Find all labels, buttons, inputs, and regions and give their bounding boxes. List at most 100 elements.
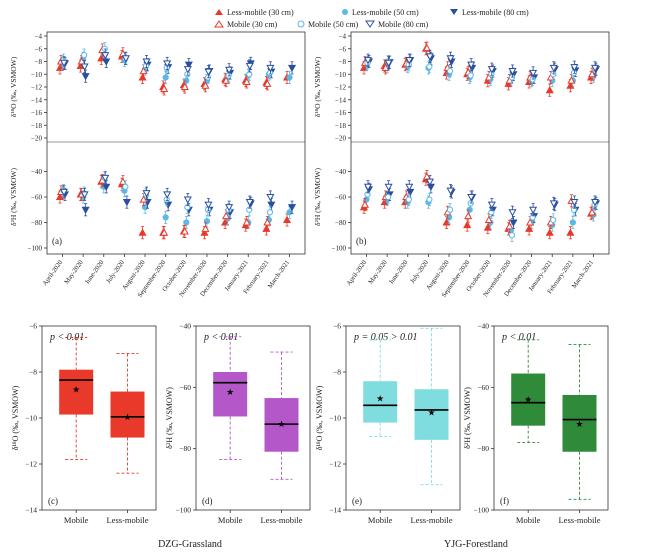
- box-iqr: [363, 381, 398, 423]
- data-point: [80, 191, 89, 199]
- y-axis-label: δ¹⁸O (‰, VSMOW): [11, 385, 20, 450]
- panel-label: (b): [356, 236, 367, 246]
- y-tick-label: −12: [329, 460, 341, 469]
- x-tick-label: Less-mobile: [260, 515, 302, 525]
- data-point: [138, 228, 147, 236]
- y-tick-label: −8: [29, 368, 37, 377]
- data-point: [263, 79, 272, 87]
- data-point: [384, 59, 393, 68]
- data-point: [162, 214, 169, 221]
- y-axis-label: δ²H (‰, VSMOW): [9, 168, 18, 226]
- data-point: [590, 64, 600, 73]
- x-tick-label: April-2020: [346, 259, 369, 288]
- x-tick-label: May-2020: [63, 259, 85, 286]
- y-tick-label: −100: [332, 245, 347, 253]
- p-value-annotation: p < 0.01: [203, 332, 238, 343]
- data-point: [426, 196, 433, 203]
- data-point: [183, 219, 190, 226]
- x-tick-label: Mobile: [516, 515, 541, 525]
- legend-marker-circle-open: [297, 20, 305, 28]
- data-point: [426, 183, 435, 192]
- data-point: [406, 188, 415, 197]
- data-point: [505, 222, 514, 230]
- mean-star-icon: ★: [123, 412, 131, 422]
- x-tick-label: March-2021: [267, 259, 291, 290]
- data-point: [422, 172, 431, 180]
- y-tick-label: −60: [335, 194, 346, 202]
- y-tick-label: −6: [35, 45, 43, 53]
- data-point: [81, 206, 90, 214]
- legend-label: Less-mobile (80 cm): [462, 8, 529, 17]
- box-iqr: [562, 395, 597, 452]
- data-point: [464, 211, 473, 220]
- x-tick-label: Mobile: [368, 515, 393, 525]
- box-less-mobile: ★ Less-mobile: [106, 353, 149, 525]
- data-point: [405, 196, 412, 203]
- data-point: [118, 177, 127, 185]
- data-point: [242, 218, 251, 226]
- mean-star-icon: ★: [226, 387, 234, 397]
- box-mobile: ★ Mobile: [363, 339, 398, 525]
- panel-label: (e): [352, 496, 362, 506]
- data-point: [204, 68, 213, 76]
- y-tick-label: −40: [335, 168, 346, 176]
- series-less-mobile-50-cm-: [59, 180, 293, 230]
- y-tick-label: −6: [29, 322, 37, 331]
- scatter-panel-a-top: −4 −6 −8 −10 −12 −14 −16 −18 −20 δ¹⁸O (‰, VSMOW): [9, 33, 297, 143]
- site-label-right: YJG-Forestland: [444, 539, 508, 550]
- series-less-mobile-50-cm-: [363, 193, 597, 237]
- box-less-mobile: ★ Less-mobile: [558, 343, 601, 525]
- data-point: [590, 199, 600, 207]
- y-tick-label: −10: [31, 71, 42, 79]
- data-point: [80, 63, 89, 71]
- series-mobile-30-cm-: [360, 41, 597, 88]
- legend-label: Less-mobile (30 cm): [227, 8, 294, 17]
- x-tick-label: April-2020: [42, 259, 65, 288]
- box-iqr: [59, 369, 94, 415]
- y-tick-label: −100: [176, 506, 192, 515]
- box-iqr: [213, 372, 248, 417]
- legend-marker-triangle-down-filled: [450, 9, 458, 15]
- y-tick-label: −100: [28, 245, 43, 253]
- data-point: [363, 183, 373, 192]
- data-point: [508, 68, 517, 76]
- data-point: [425, 53, 434, 61]
- data-point: [529, 69, 538, 78]
- y-tick-label: −16: [335, 109, 346, 117]
- box-panel-e: −6 −8 −10 −12 −14 δ¹⁸O (‰, VSMOW) p = 0.05 > 0…: [315, 322, 461, 525]
- y-tick-label: −60: [31, 194, 42, 202]
- y-tick-label: −80: [179, 444, 191, 453]
- data-point: [263, 218, 272, 226]
- data-point: [245, 62, 254, 71]
- panel-label: (f): [500, 496, 509, 506]
- data-point: [529, 206, 538, 214]
- legend-item-mobile-50: Mobile (50 cm): [297, 20, 359, 29]
- data-point: [184, 61, 193, 69]
- legend-marker-triangle-up-open: [214, 20, 224, 28]
- mean-star-icon: ★: [72, 384, 80, 394]
- x-tick-label: June-2020: [84, 259, 106, 286]
- y-axis-label: δ²H (‰, VSMOW): [463, 387, 472, 449]
- box-iqr: [110, 391, 145, 438]
- data-point: [81, 73, 90, 81]
- series-mobile-80-cm-: [363, 175, 600, 219]
- panel-label: (a): [52, 236, 62, 246]
- data-point: [101, 174, 110, 183]
- data-point: [204, 201, 213, 209]
- data-point: [446, 187, 455, 195]
- y-tick-label: −80: [31, 219, 42, 227]
- series-less-mobile-30-cm-: [55, 175, 292, 240]
- data-point: [81, 52, 88, 59]
- data-point: [201, 81, 210, 89]
- legend-label: Mobile (30 cm): [227, 20, 278, 29]
- data-point: [570, 64, 579, 72]
- panel-label: (c): [48, 496, 58, 506]
- x-tick-label: Less-mobile: [410, 515, 452, 525]
- box-mobile: ★ Mobile: [213, 336, 248, 525]
- panel-a-frame: [46, 31, 306, 255]
- legend-label: Mobile (80 cm): [378, 20, 429, 29]
- series-less-mobile-50-cm-: [59, 47, 293, 88]
- data-point: [550, 216, 557, 224]
- box-panel-frame: [493, 325, 609, 511]
